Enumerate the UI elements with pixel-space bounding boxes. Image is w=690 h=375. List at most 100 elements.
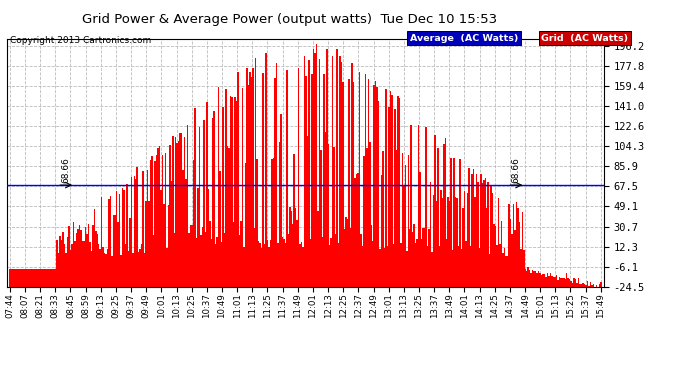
- Bar: [218, 87, 219, 287]
- Bar: [576, 283, 578, 287]
- Bar: [19, 269, 21, 287]
- Bar: [470, 246, 471, 287]
- Bar: [412, 232, 413, 287]
- Bar: [408, 155, 409, 287]
- Bar: [469, 168, 470, 287]
- Bar: [353, 82, 354, 287]
- Bar: [277, 243, 279, 287]
- Bar: [152, 235, 155, 287]
- Bar: [437, 148, 439, 287]
- Bar: [371, 225, 372, 287]
- Bar: [381, 176, 382, 287]
- Bar: [510, 219, 511, 287]
- Bar: [305, 76, 307, 287]
- Bar: [262, 73, 264, 287]
- Bar: [415, 243, 417, 287]
- Bar: [317, 211, 319, 287]
- Bar: [67, 237, 68, 287]
- Bar: [239, 235, 240, 287]
- Text: 68.66: 68.66: [61, 158, 70, 183]
- Bar: [243, 248, 245, 287]
- Bar: [433, 195, 434, 287]
- Bar: [233, 222, 234, 287]
- Bar: [62, 232, 64, 287]
- Bar: [108, 199, 110, 287]
- Bar: [39, 269, 40, 287]
- Bar: [248, 85, 249, 287]
- Bar: [253, 228, 255, 287]
- Bar: [399, 98, 400, 287]
- Bar: [431, 252, 433, 287]
- Bar: [188, 233, 190, 287]
- Bar: [37, 269, 39, 287]
- Bar: [442, 198, 443, 287]
- Bar: [75, 241, 76, 287]
- Bar: [46, 269, 48, 287]
- Bar: [375, 81, 377, 287]
- Bar: [70, 251, 71, 287]
- Bar: [81, 241, 83, 287]
- Bar: [411, 125, 412, 287]
- Bar: [475, 174, 477, 287]
- Bar: [338, 243, 339, 287]
- Bar: [388, 107, 390, 287]
- Bar: [566, 273, 567, 287]
- Bar: [526, 270, 527, 287]
- Bar: [94, 209, 95, 287]
- Bar: [487, 182, 489, 287]
- Bar: [548, 276, 550, 287]
- Bar: [322, 237, 323, 287]
- Bar: [393, 244, 394, 287]
- Bar: [112, 215, 115, 287]
- Bar: [30, 269, 31, 287]
- Bar: [135, 179, 137, 287]
- Bar: [378, 101, 380, 287]
- Bar: [443, 144, 444, 287]
- Bar: [513, 204, 514, 287]
- Bar: [23, 269, 24, 287]
- Bar: [268, 247, 270, 287]
- Bar: [368, 79, 369, 287]
- Bar: [563, 278, 564, 287]
- Bar: [224, 233, 226, 287]
- Bar: [257, 159, 258, 287]
- Text: 68.66: 68.66: [512, 158, 521, 183]
- Bar: [430, 182, 431, 287]
- Bar: [366, 147, 368, 287]
- Bar: [351, 63, 353, 287]
- Bar: [504, 248, 505, 287]
- Bar: [283, 239, 284, 287]
- Bar: [506, 256, 509, 287]
- Bar: [191, 225, 193, 287]
- Bar: [71, 244, 73, 287]
- Bar: [395, 150, 397, 287]
- Bar: [380, 249, 381, 287]
- Bar: [157, 148, 159, 287]
- Bar: [212, 118, 213, 287]
- Bar: [406, 251, 408, 287]
- Bar: [455, 196, 456, 287]
- Bar: [179, 133, 181, 287]
- Bar: [373, 85, 375, 287]
- Bar: [384, 248, 385, 287]
- Bar: [444, 138, 446, 287]
- Bar: [79, 225, 80, 287]
- Bar: [130, 177, 132, 287]
- Bar: [509, 204, 510, 287]
- Bar: [258, 241, 259, 287]
- Bar: [175, 137, 177, 287]
- Bar: [156, 154, 157, 287]
- Bar: [529, 270, 531, 287]
- Bar: [520, 249, 522, 287]
- Bar: [194, 108, 196, 287]
- Bar: [282, 237, 283, 287]
- Bar: [413, 225, 415, 287]
- Bar: [319, 58, 320, 287]
- Bar: [572, 283, 573, 287]
- Bar: [337, 49, 338, 287]
- Bar: [26, 269, 27, 287]
- Bar: [133, 176, 135, 287]
- Bar: [335, 234, 337, 287]
- Bar: [595, 285, 597, 287]
- Bar: [461, 249, 462, 287]
